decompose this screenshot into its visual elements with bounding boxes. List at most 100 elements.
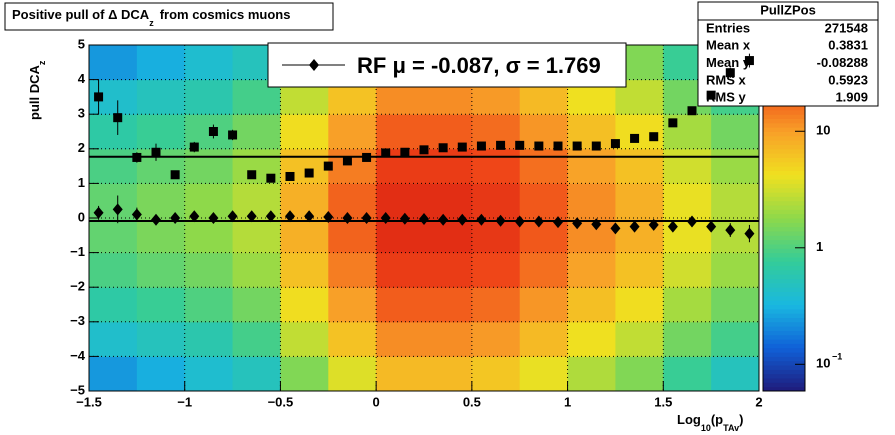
heatmap-cell [232,183,281,219]
heatmap-cell [424,356,473,392]
heatmap-cell [424,183,473,219]
heatmap-cell [89,356,138,392]
heatmap-cell [328,218,377,254]
heatmap-cell [328,252,377,288]
heatmap-cell [89,218,138,254]
profile-point [323,210,334,223]
heatmap-cell [184,287,234,323]
color-bar-strip [763,347,805,353]
profile-point [553,141,563,151]
x-label-sub1: 10 [701,423,711,433]
color-bar-strip [763,343,805,349]
heatmap-cell [567,148,616,184]
heatmap-cell [232,321,281,357]
color-bar-strip [763,135,805,141]
color-bar-strip [763,282,805,288]
color-bar-strip [763,386,805,392]
profile-point [515,140,525,150]
x-label-mid: (p [711,412,723,427]
color-bar-strip [763,248,805,254]
color-bar-strip [763,330,805,336]
color-bar-strip [763,326,805,331]
heatmap-cell [567,356,616,392]
z-tick-exponent: −1 [832,352,842,362]
stats-label: Mean y [706,55,751,70]
profile-point [151,213,161,226]
heatmap-cell [519,252,569,288]
profile-point [266,173,276,183]
x-label-suffix: ) [739,412,743,427]
profile-point [649,132,659,142]
profile-point [208,127,218,136]
color-bar-strip [763,352,805,357]
color-bar-strip [763,317,805,323]
heatmap-cell [280,356,329,392]
profile-point [94,92,104,102]
heatmap-cell [615,252,664,288]
color-bar-strip [763,196,805,202]
heatmap-cell [711,252,760,288]
profile-point [648,218,659,231]
title-subscript: z [149,18,154,28]
color-bar-strip [763,304,805,310]
profile-point [687,215,697,228]
profile-point [725,224,736,237]
profile-point [630,133,640,143]
heatmap-cell [232,356,281,392]
color-bar-strip [763,166,805,171]
color-bar-strip [763,334,805,340]
stats-label: RMS x [706,72,747,87]
chart-title: Positive pull of Δ DCAz from cosmics muon… [12,7,290,28]
color-bar-strip [763,153,805,158]
color-bar-strip [763,213,805,219]
color-bar-strip [763,192,805,197]
y-label-subscript: z [37,60,47,65]
heatmap-cell [328,183,377,219]
heatmap-cell [663,218,712,254]
heatmap-cell [184,252,234,288]
color-bar-strip [763,109,805,115]
heatmap-cell [711,321,760,357]
stats-value: 1.909 [835,90,868,105]
color-bar-strip [763,122,805,128]
heatmap-cell [376,114,425,150]
heatmap-cell [232,252,281,288]
heatmap-cell [567,321,616,357]
profile-point [189,142,199,152]
heatmap-cell [663,356,712,392]
heatmap-cell [424,252,473,288]
heatmap-cell [184,218,234,254]
x-tick-label: −1 [177,394,192,409]
profile-point [744,56,754,66]
heatmap-cell [184,356,234,392]
profile-layer [93,53,755,243]
profile-point [285,210,295,223]
profile-point [342,212,353,224]
heatmap-cell [136,218,186,254]
heatmap-cell [136,114,186,150]
color-bar-strip [763,243,805,249]
heatmap-cell [663,252,712,288]
heatmap-cell [376,356,425,392]
heatmap-cell [663,183,712,219]
profile-point [227,210,238,223]
color-bar-strip [763,252,805,258]
color-bar-strip [763,127,805,132]
color-bar-strip [763,179,805,184]
heatmap-cell [615,183,664,219]
heatmap-cell [376,321,425,357]
heatmap-cell [328,114,377,150]
heatmap-cell [663,148,712,184]
heatmap-cell [89,252,138,288]
profile-point [265,210,276,223]
y-tick-label: −2 [70,279,85,294]
color-bar-strip [763,256,805,262]
heatmap-cell [615,356,664,392]
profile-point [591,218,602,231]
heatmap-cell [280,114,329,150]
color-bar-strip [763,360,805,366]
profile-point [496,140,506,150]
profile-point [591,141,601,151]
color-bar-strip [763,274,805,280]
heatmap-cell [376,218,425,254]
